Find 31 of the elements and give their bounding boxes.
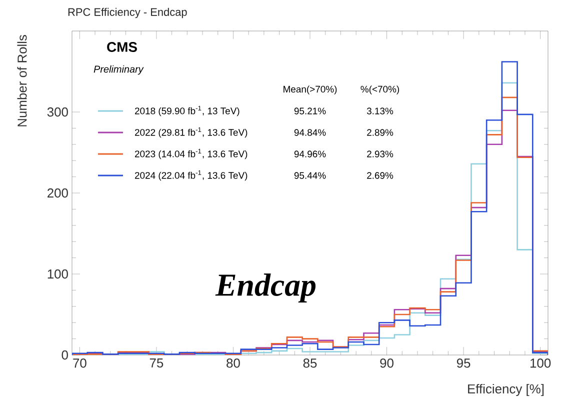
annotation: 95.21% [294,108,326,114]
x-tick-label: 70 [73,358,86,368]
annotation: %(<70%) [360,86,400,94]
annotation: Mean(>70%) [284,86,337,94]
annotation: 95.44% [294,172,326,179]
legend-label: 2024 (22.04 fb$^{-1}$, 13.6 TeV) [134,170,248,181]
x-tick-label: 75 [150,358,164,368]
annotation: 94.96% [294,150,326,158]
legend-label: 2018 (59.90 fb$^{-1}$, 13 TeV) [134,106,240,116]
y-tick-label: 0 [62,350,68,360]
annotation: CMS [107,42,137,52]
chart-title: RPC Efficiency - Endcap [68,8,187,18]
y-axis-title: Number of Rolls [17,35,27,126]
annotation: Endcap [215,274,316,302]
legend-label: 2022 (29.81 fb$^{-1}$, 13.6 TeV) [134,127,248,138]
x-tick-label: 85 [303,358,317,368]
x-tick-label: 90 [380,358,394,368]
x-axis-title: Efficiency [%] [468,384,544,396]
annotation: 2.69% [367,172,394,179]
y-tick-label: 100 [48,269,68,279]
annotation: 2.89% [367,129,394,136]
x-tick-label: 80 [226,358,240,368]
x-tick-label: 100 [530,358,551,368]
x-tick-label: 95 [456,358,470,368]
annotation: 2.93% [367,150,394,158]
annotation: Preliminary [94,65,144,75]
y-tick-label: 200 [48,188,68,198]
annotation: 94.84% [294,129,326,136]
annotation: 3.13% [366,108,394,114]
legend-label: 2023 (14.04 fb$^{-1}$, 13.6 TeV) [134,148,248,160]
y-tick-label: 300 [47,107,68,117]
